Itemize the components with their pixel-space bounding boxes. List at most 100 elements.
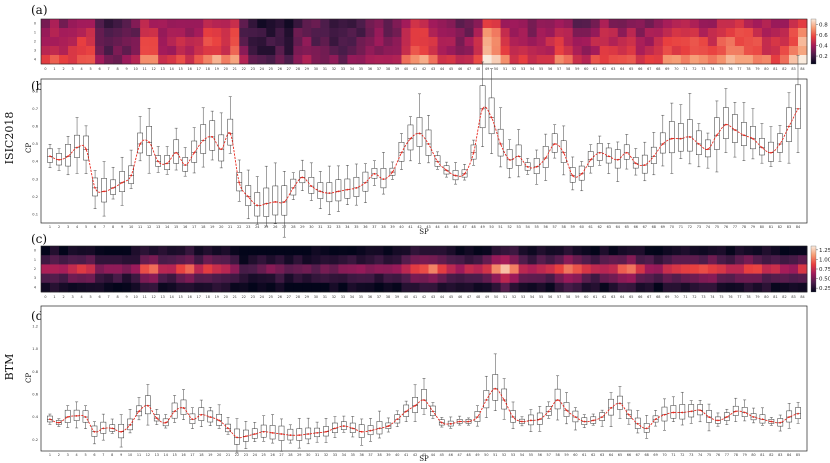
median-point bbox=[724, 123, 727, 126]
heatmap-x-tick: 66 bbox=[638, 295, 642, 299]
box-x-tick: 64 bbox=[616, 225, 620, 229]
heatmap-cell bbox=[212, 264, 222, 274]
median-point bbox=[271, 431, 274, 434]
heatmap-cell bbox=[680, 46, 691, 56]
heatmap-cell bbox=[266, 55, 276, 65]
box bbox=[542, 146, 549, 168]
heatmap-cell bbox=[473, 282, 483, 293]
median-point bbox=[717, 419, 719, 422]
box bbox=[492, 374, 499, 401]
median-point bbox=[619, 402, 621, 405]
heatmap-cell bbox=[464, 264, 474, 274]
box-x-tick: 59 bbox=[564, 453, 568, 457]
heatmap-cell bbox=[554, 282, 565, 293]
box-x-tick: 11 bbox=[138, 225, 142, 229]
box-x-tick: 83 bbox=[787, 225, 791, 229]
median-point bbox=[580, 172, 583, 175]
heatmap-cell bbox=[77, 19, 87, 29]
heatmap-cell bbox=[374, 255, 384, 265]
heatmap-cell bbox=[140, 273, 150, 284]
heatmap-x-tick: 35 bbox=[359, 295, 363, 299]
heatmap-cell bbox=[500, 246, 511, 256]
box-x-tick: 36 bbox=[363, 225, 367, 229]
median-point bbox=[229, 132, 232, 135]
heatmap-cell bbox=[482, 255, 492, 265]
heatmap-x-tick: 40 bbox=[404, 67, 408, 71]
box-x-tick: 15 bbox=[174, 225, 178, 229]
heatmap-cell bbox=[590, 282, 601, 293]
box-x-tick: 44 bbox=[431, 453, 435, 457]
heatmap-cell bbox=[167, 255, 177, 265]
median-point bbox=[752, 137, 754, 140]
box bbox=[263, 187, 270, 217]
heatmap-cell bbox=[779, 246, 790, 256]
heatmap-cell bbox=[68, 28, 78, 38]
heatmap-cell bbox=[167, 246, 177, 256]
box bbox=[245, 185, 252, 207]
heatmap-cell bbox=[104, 28, 114, 38]
heatmap-cell bbox=[149, 264, 159, 274]
heatmap-cell bbox=[122, 55, 132, 65]
heatmap-cell bbox=[275, 264, 285, 274]
heatmap-cell bbox=[275, 55, 285, 65]
box-x-tick: 12 bbox=[146, 453, 150, 457]
box bbox=[777, 133, 783, 153]
heatmap-cell bbox=[59, 255, 69, 265]
heatmap-cell bbox=[203, 37, 213, 47]
median-point bbox=[298, 434, 301, 437]
heatmap-cell bbox=[527, 37, 538, 47]
median-point bbox=[337, 190, 340, 193]
heatmap-cell bbox=[401, 46, 411, 56]
heatmap-x-tick: 84 bbox=[800, 295, 804, 299]
heatmap-cell bbox=[50, 46, 60, 56]
heatmap-cell bbox=[554, 255, 565, 265]
heatmap-cell bbox=[761, 273, 772, 284]
heatmap-cell bbox=[689, 264, 700, 274]
heatmap-cell bbox=[644, 19, 655, 29]
box-x-tick: 4 bbox=[76, 225, 78, 229]
box-x-tick: 56 bbox=[543, 225, 547, 229]
median-point bbox=[476, 416, 479, 418]
median-point bbox=[66, 416, 69, 418]
median-point bbox=[526, 165, 529, 168]
heatmap-cell bbox=[194, 19, 204, 29]
heatmap-cell bbox=[599, 255, 610, 265]
heatmap-x-tick: 76 bbox=[728, 67, 732, 71]
heatmap-cell bbox=[734, 28, 745, 38]
median-point bbox=[378, 427, 381, 430]
heatmap-cell bbox=[626, 46, 637, 56]
heatmap-cell bbox=[86, 282, 96, 293]
box-x-tick: 79 bbox=[751, 225, 755, 229]
heatmap-x-tick: 43 bbox=[431, 295, 435, 299]
heatmap-cell bbox=[221, 19, 231, 29]
heatmap-cell bbox=[185, 55, 195, 65]
heatmap-cell bbox=[635, 255, 646, 265]
heatmap-cell bbox=[671, 273, 682, 284]
heatmap-cell bbox=[698, 46, 709, 56]
heatmap-cell bbox=[626, 264, 637, 274]
heatmap-cell bbox=[266, 28, 276, 38]
heatmap-cell bbox=[716, 264, 727, 274]
median-point bbox=[598, 151, 601, 154]
heatmap-cell bbox=[689, 273, 700, 284]
heatmap-cell bbox=[446, 273, 456, 284]
heatmap-cell bbox=[563, 246, 574, 256]
heatmap-cell bbox=[95, 246, 105, 256]
heatmap-cell bbox=[635, 282, 646, 293]
heatmap-cell bbox=[761, 255, 772, 265]
heatmap-cell bbox=[266, 37, 276, 47]
heatmap-cell bbox=[50, 273, 60, 284]
heatmap-cell bbox=[716, 273, 727, 284]
heatmap-cell bbox=[770, 28, 781, 38]
heatmap-x-tick: 6 bbox=[98, 295, 100, 299]
heatmap-cell bbox=[41, 273, 51, 284]
heatmap-cell bbox=[401, 273, 411, 284]
heatmap-cell bbox=[275, 46, 285, 56]
heatmap-cell bbox=[608, 255, 619, 265]
heatmap-cell bbox=[140, 28, 150, 38]
heatmap-cell bbox=[77, 255, 87, 265]
heatmap-cell bbox=[797, 246, 808, 256]
heatmap-x-tick: 48 bbox=[476, 295, 480, 299]
heatmap-cell bbox=[428, 46, 438, 56]
box-x-tick: 62 bbox=[591, 453, 595, 457]
